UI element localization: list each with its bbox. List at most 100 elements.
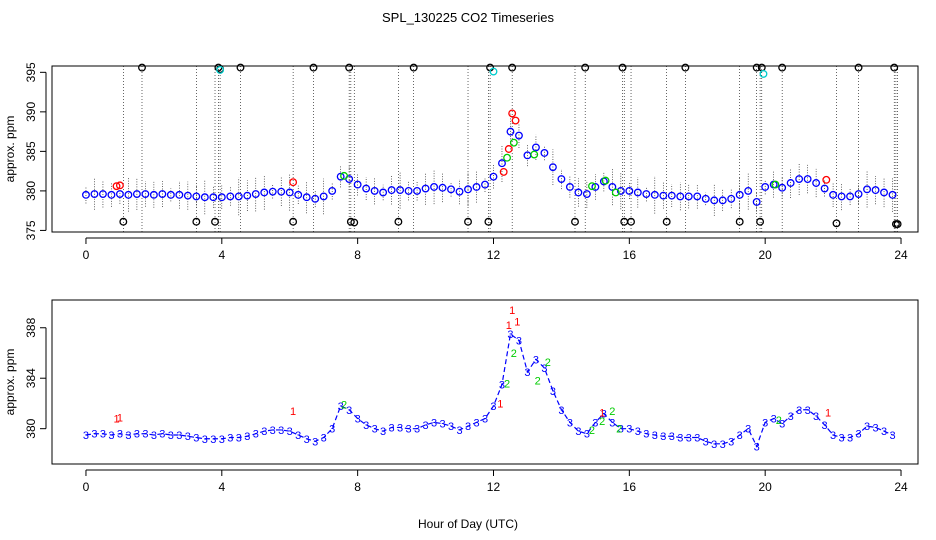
point-series-3 (710, 196, 719, 205)
marker-series-3: 3 (626, 424, 632, 436)
x-axis-label: Hour of Day (UTC) (418, 517, 518, 531)
marker-series-3: 3 (287, 426, 293, 438)
marker-series-3: 3 (881, 426, 887, 438)
point-series-outliers (345, 63, 354, 72)
marker-series-3: 3 (117, 429, 123, 441)
marker-series-2: 2 (535, 376, 541, 388)
marker-series-3: 3 (788, 411, 794, 423)
point-series-3 (149, 190, 158, 199)
marker-series-3: 3 (872, 422, 878, 434)
point-series-3 (362, 184, 371, 193)
point-series-outliers (192, 217, 201, 226)
point-series-3 (565, 182, 574, 191)
marker-series-2: 2 (776, 415, 782, 427)
point-series-3 (438, 183, 447, 192)
point-series-3 (107, 190, 116, 199)
marker-series-3: 3 (236, 433, 242, 445)
plot-frame (51, 65, 919, 233)
y-tick-label: 388 (24, 317, 38, 337)
marker-series-1: 1 (825, 407, 831, 419)
x-tick-label: 20 (758, 480, 772, 494)
y-axis-label: approx. ppm (3, 116, 17, 183)
point-series-3 (616, 186, 625, 195)
point-series-2 (588, 182, 596, 191)
point-series-3 (846, 192, 855, 201)
point-series-2 (340, 171, 349, 180)
marker-series-3: 3 (210, 434, 216, 446)
marker-series-3: 3 (456, 425, 462, 437)
marker-series-3: 3 (108, 430, 114, 442)
point-series-3 (98, 190, 107, 199)
point-series-3 (430, 182, 439, 191)
point-series-3 (761, 182, 770, 191)
marker-series-3: 3 (448, 421, 454, 433)
point-series-2 (503, 153, 512, 162)
x-tick-label: 8 (354, 248, 361, 262)
point-series-3 (396, 186, 405, 195)
x-tick-label: 4 (218, 248, 225, 262)
marker-series-3: 3 (134, 429, 140, 441)
x-tick-label: 4 (218, 480, 225, 494)
point-series-3 (124, 190, 133, 199)
marker-series-1: 1 (117, 412, 123, 424)
point-series-3 (744, 186, 753, 195)
point-series-outliers (627, 217, 635, 226)
point-series-3 (82, 190, 90, 199)
point-series-outliers (832, 219, 841, 228)
marker-series-3: 3 (227, 433, 233, 445)
point-series-outliers (662, 217, 671, 226)
marker-series-3: 3 (261, 426, 267, 438)
marker-series-3: 3 (406, 424, 412, 436)
marker-series-3: 3 (779, 419, 785, 431)
marker-series-3: 3 (805, 405, 811, 417)
marker-series-3: 3 (635, 426, 641, 438)
marker-series-2: 2 (599, 416, 605, 428)
point-series-3 (489, 172, 498, 181)
marker-series-3: 3 (355, 414, 361, 426)
point-series-3 (158, 190, 167, 199)
marker-series-3: 3 (321, 433, 327, 445)
point-series-3 (353, 180, 362, 189)
marker-series-3: 3 (796, 405, 802, 417)
y-tick-label: 384 (24, 368, 38, 388)
point-series-3 (336, 172, 345, 181)
marker-series-3: 3 (643, 429, 649, 441)
marker-series-3: 3 (439, 419, 445, 431)
point-series-3 (209, 193, 218, 202)
point-series-3 (540, 149, 549, 157)
point-series-1 (115, 181, 124, 190)
point-series-3 (778, 183, 787, 192)
point-series-3 (659, 191, 668, 200)
point-series-3 (370, 186, 379, 195)
point-series-3 (786, 179, 795, 187)
point-series-3 (200, 193, 209, 202)
plot-frame (51, 299, 919, 465)
point-series-3 (141, 190, 150, 199)
marker-series-3: 3 (669, 431, 675, 443)
point-series-3 (650, 190, 659, 199)
marker-series-3: 3 (465, 421, 471, 433)
point-series-3 (888, 190, 897, 199)
point-series-3 (515, 131, 523, 140)
marker-series-3: 3 (660, 431, 666, 443)
marker-series-3: 3 (592, 417, 598, 429)
point-series-outliers (211, 217, 219, 226)
point-series-cyan (216, 66, 225, 74)
marker-series-3: 3 (609, 417, 615, 429)
marker-series-3: 3 (745, 424, 751, 436)
point-series-outliers (854, 63, 863, 72)
point-series-3 (863, 185, 872, 194)
marker-series-3: 3 (728, 436, 734, 448)
marker-series-3: 3 (813, 411, 819, 423)
marker-series-3: 3 (737, 430, 743, 442)
marker-series-3: 3 (346, 405, 352, 417)
point-series-2 (530, 150, 539, 159)
point-series-3 (217, 193, 226, 202)
marker-series-3: 3 (694, 433, 700, 445)
point-series-3 (591, 182, 600, 191)
point-series-3 (795, 175, 804, 183)
x-tick-label: 24 (894, 248, 908, 262)
x-tick-label: 16 (623, 480, 637, 494)
chart-title: SPL_130225 CO2 Timeseries (382, 10, 554, 25)
point-series-3 (90, 190, 99, 199)
